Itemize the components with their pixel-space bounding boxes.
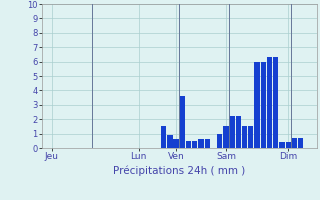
Bar bbox=[248, 126, 253, 148]
Bar bbox=[173, 139, 179, 148]
Bar bbox=[254, 62, 260, 148]
Bar bbox=[285, 142, 291, 148]
Bar bbox=[180, 96, 185, 148]
X-axis label: Précipitations 24h ( mm ): Précipitations 24h ( mm ) bbox=[113, 165, 245, 176]
Bar bbox=[242, 126, 247, 148]
Bar bbox=[292, 138, 297, 148]
Bar bbox=[217, 134, 222, 148]
Bar bbox=[204, 139, 210, 148]
Bar bbox=[273, 57, 278, 148]
Bar bbox=[223, 126, 228, 148]
Bar bbox=[186, 141, 191, 148]
Bar bbox=[267, 57, 272, 148]
Bar bbox=[236, 116, 241, 148]
Bar bbox=[198, 139, 204, 148]
Bar bbox=[260, 62, 266, 148]
Bar bbox=[167, 135, 172, 148]
Bar bbox=[279, 142, 284, 148]
Bar bbox=[161, 126, 166, 148]
Bar bbox=[192, 141, 197, 148]
Bar bbox=[229, 116, 235, 148]
Bar bbox=[298, 138, 303, 148]
